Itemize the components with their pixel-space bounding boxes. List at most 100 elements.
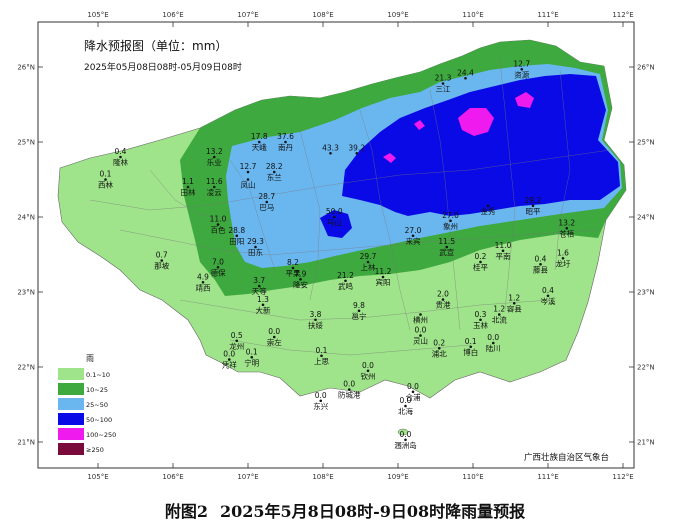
station-value: 11.6 [206, 177, 223, 186]
station-marker: 17.8天峨 [251, 132, 268, 152]
station-value: 0.0 [400, 396, 412, 405]
rain-area-50-100 [342, 74, 620, 216]
legend-swatch [58, 443, 84, 455]
station-marker: 7.0德保 [211, 257, 226, 277]
station-name: 龙圩 [556, 258, 571, 268]
lat-tick-left-label: 25°N [17, 139, 35, 147]
station-value: 21.2 [337, 271, 354, 280]
station-name: 上思 [314, 357, 329, 366]
station-value: 0.0 [407, 382, 419, 391]
lat-tick-right-label: 26°N [637, 64, 655, 72]
station-dot [479, 318, 482, 322]
station-name: 凤山 [241, 180, 256, 190]
station-marker: 0.2桂平 [473, 252, 488, 272]
station-value: 0.1 [465, 337, 477, 346]
station-marker: 凤山 [241, 178, 256, 190]
rain-areas [57, 39, 627, 399]
station-dot [257, 140, 261, 144]
station-dot [119, 155, 122, 159]
station-name: 凌云 [207, 187, 222, 197]
station-name: 隆安 [293, 279, 308, 289]
station-marker: 28.7 巴马 [258, 192, 275, 212]
station-dot [445, 245, 449, 249]
station-marker: 8.2 平果 [286, 258, 301, 278]
station-name: 苍梧 [559, 228, 574, 238]
lon-tick-bottom-label: 111°E [537, 473, 558, 481]
legend-title: 雨 [86, 354, 94, 363]
legend-swatch [58, 368, 84, 380]
station-name: 昭平 [526, 207, 541, 216]
station-value: 0.4 [535, 254, 547, 263]
station-dot [246, 170, 250, 174]
station-name: 东兴 [313, 401, 328, 411]
station-name: 武宣 [439, 247, 454, 257]
station-dot [291, 266, 295, 270]
station-dot [347, 388, 351, 391]
station-marker: 12.7资源 [513, 59, 530, 79]
station-dot [520, 67, 524, 71]
rain-area-50-100-mashan [320, 210, 352, 238]
lon-tick-top-label: 110°E [462, 11, 483, 19]
station-name: 靖西 [196, 282, 211, 292]
station-dot [235, 234, 239, 238]
station-name: 田阳 [229, 237, 244, 246]
station-marker: 27.0象州 [442, 211, 459, 231]
station-marker: 21.3 三江 [435, 74, 452, 94]
station-name: 岑溪 [541, 296, 556, 306]
station-value: 13.2 [558, 218, 575, 227]
station-marker: 0.4藤县 [533, 254, 548, 274]
rain-area-100-250-c [383, 153, 396, 163]
station-name: 那坡 [154, 261, 169, 271]
station-dot [441, 82, 445, 85]
station-marker: 24.4 [457, 68, 474, 80]
caption-text: 2025年5月8日08时-9日08时降雨量预报 [220, 502, 526, 521]
station-marker: 0.0合浦 [406, 382, 421, 402]
station-dot [449, 219, 452, 223]
station-name: 德保 [211, 267, 226, 277]
lat-tick-left-label: 22°N [17, 364, 35, 372]
lon-tick-bottom-label: 110°E [462, 473, 483, 481]
station-dot [320, 354, 323, 358]
station-name: 邕宁 [352, 311, 367, 321]
station-marker: 1.3大新 [256, 295, 271, 315]
station-marker: 0.0北海 [398, 396, 413, 416]
station-marker: 29.7上林 [360, 252, 377, 272]
station-value: 43.3 [322, 143, 339, 152]
station-dot [201, 280, 205, 284]
station-marker: 1.2容县 [507, 293, 522, 313]
legend-label: ≥250 [86, 446, 104, 454]
lat-tick-left-label: 26°N [17, 64, 35, 72]
station-dot [464, 76, 467, 80]
station-dot [216, 223, 220, 226]
station-dot [546, 294, 550, 298]
station-name: 扶绥 [308, 320, 323, 330]
lon-tick-top-label: 108°E [312, 11, 333, 19]
station-name: 贵港 [436, 300, 451, 310]
map-subtitle: 2025年05月08日08时-05月09日08时 [84, 61, 242, 73]
station-name: 宁明 [244, 357, 259, 367]
station-dot [404, 404, 407, 408]
lon-tick-bottom-label: 112°E [612, 473, 633, 481]
station-value: 0.0 [487, 333, 499, 342]
station-value: 39.2 [348, 143, 365, 152]
station-name: 资源 [514, 69, 529, 79]
station-value: 0.4 [115, 147, 127, 156]
station-value: 1.6 [557, 248, 569, 257]
station-name: 南丹 [278, 142, 293, 152]
station-value: 1.2 [508, 293, 520, 302]
station-name: 崇左 [267, 337, 282, 347]
station-marker: 3.8扶绥 [308, 310, 323, 330]
station-name: 西林 [98, 180, 113, 190]
station-dot [531, 204, 535, 208]
station-marker: 28.8 田阳 [228, 226, 245, 246]
station-dot [272, 335, 276, 339]
station-marker: 0.0灵山 [413, 326, 428, 346]
station-dot [265, 200, 269, 204]
station-dot [212, 185, 216, 189]
station-marker: 0.7那坡 [154, 251, 169, 271]
station-marker: 12.7 [240, 162, 257, 174]
station-name: 灵山 [413, 336, 428, 346]
station-value: 11.2 [375, 267, 392, 276]
